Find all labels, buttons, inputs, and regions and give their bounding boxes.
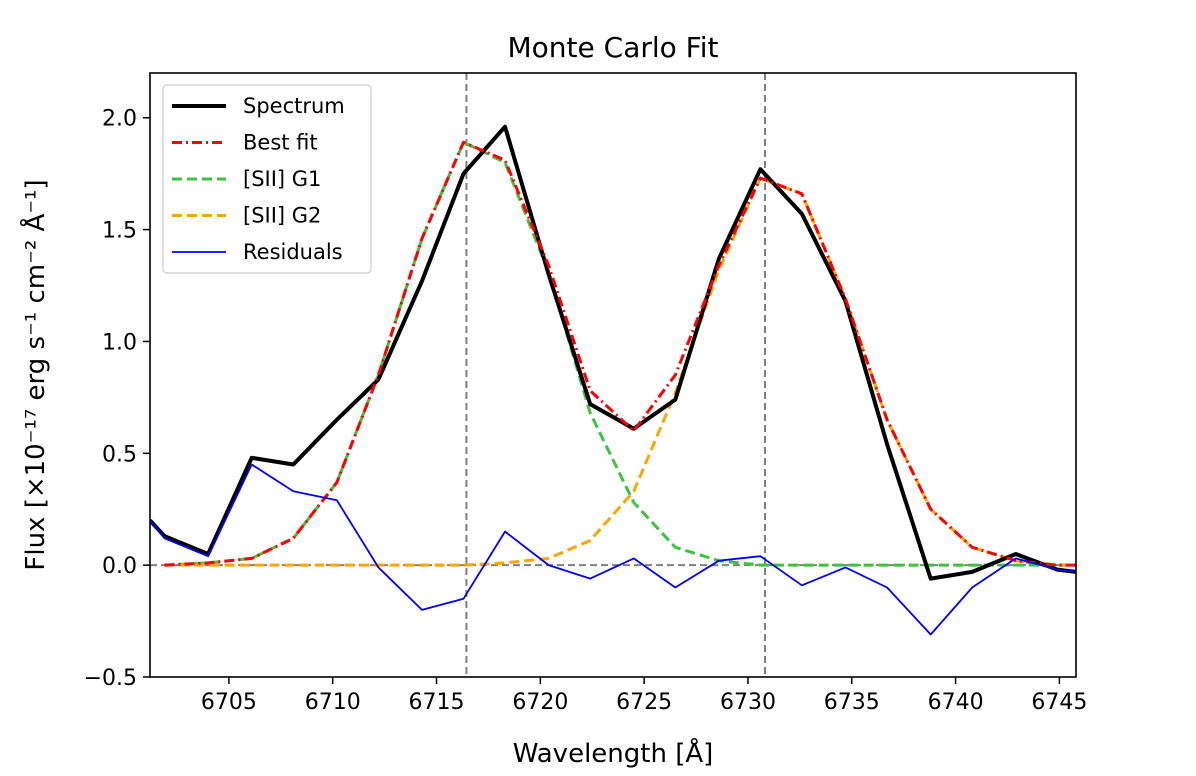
legend-label-2: Best fit	[243, 131, 318, 155]
series-line-residuals	[150, 463, 1076, 636]
x-tick-label: 6725	[616, 690, 672, 715]
x-tick-label: 6710	[305, 690, 361, 715]
y-tick-label: −0.5	[84, 666, 137, 691]
y-tick-label: 0.0	[102, 554, 137, 579]
y-axis-label: Flux [×10⁻¹⁷ erg s⁻¹ cm⁻² Å⁻¹]	[19, 179, 51, 570]
series-line-spectrum	[150, 124, 1076, 581]
legend-label-4: [SII] G2	[243, 204, 321, 228]
y-tick-label: 1.0	[102, 330, 137, 355]
legend-label-5: Residuals	[243, 240, 343, 264]
x-tick-label: 6735	[824, 690, 880, 715]
x-axis-label: Wavelength [Å]	[513, 737, 714, 769]
y-tick-label: 2.0	[102, 107, 137, 132]
y-tick-label: 0.5	[102, 442, 137, 467]
x-tick-label: 6740	[928, 690, 984, 715]
series-line-best-fit	[164, 140, 1076, 567]
x-tick-label: 6745	[1031, 690, 1087, 715]
x-tick-label: 6705	[201, 690, 257, 715]
y-tick-label: 1.5	[102, 219, 137, 244]
legend-box	[162, 84, 372, 274]
x-tick-label: 6715	[409, 690, 465, 715]
legend-label-3: [SII] G1	[243, 167, 321, 191]
chart-title: Monte Carlo Fit	[508, 31, 719, 64]
plot-frame	[149, 72, 1077, 678]
legend: Spectrum Best fit [SII] G1 [SII] G2 Residual…	[162, 84, 372, 274]
legend-label-1: Spectrum	[243, 94, 345, 118]
x-tick-label: 6730	[720, 690, 776, 715]
x-tick-label: 6720	[512, 690, 568, 715]
